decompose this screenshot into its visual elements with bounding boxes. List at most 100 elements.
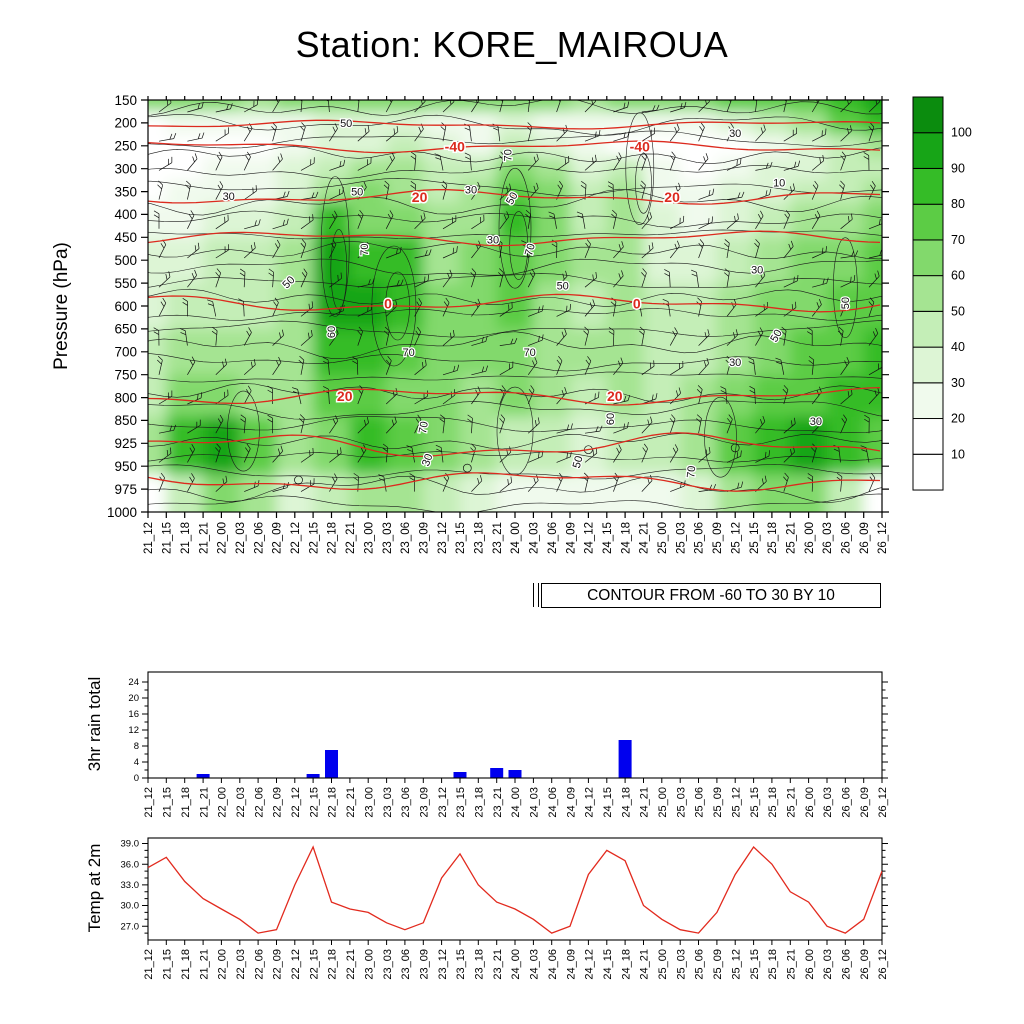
pressure-tick-label: 400 [114, 207, 137, 222]
black-contour-label: 30 [810, 416, 822, 428]
time-tick-label: 23_18 [474, 522, 486, 554]
wind-barb [868, 217, 882, 230]
wind-barb [755, 210, 764, 229]
pressure-tick-label: 650 [114, 322, 137, 337]
shade-cell [276, 283, 314, 330]
page-title: Station: KORE_MAIROUA [295, 24, 729, 65]
rain-bar [306, 774, 320, 778]
wind-barb [641, 127, 656, 142]
time-tick-label: 21_12 [143, 522, 155, 554]
contour-line [148, 130, 882, 149]
wind-barb [698, 446, 711, 463]
red-contour [148, 472, 881, 492]
shade-cell [533, 203, 571, 239]
black-contour-label: 50 [340, 118, 352, 130]
wind-barb [187, 242, 200, 259]
shade-cell [753, 100, 791, 113]
wind-barb [272, 356, 282, 375]
wind-barb [442, 364, 460, 376]
wind-barb [471, 214, 485, 230]
wind-barb [783, 127, 798, 142]
time-tick-label: 25_09 [712, 522, 724, 554]
wind-barb [385, 355, 392, 375]
rain-time-label: 25_03 [675, 787, 687, 818]
wind-barb [471, 181, 481, 200]
shade-cell [423, 416, 461, 475]
black-contour-label: 70 [524, 347, 536, 359]
rain-time-label: 26_03 [822, 787, 834, 818]
shade-cell [827, 134, 865, 158]
contour-line [148, 416, 882, 433]
wind-barb [291, 387, 302, 405]
note-left-tick-decoration [533, 583, 539, 607]
wind-barb [864, 414, 870, 434]
shade-cell [496, 283, 535, 330]
rain-time-label: 22_18 [327, 787, 339, 818]
wind-barb [868, 361, 882, 376]
wind-barb [812, 277, 829, 288]
rain-ytick-label: 12 [128, 725, 139, 736]
wind-barb [613, 357, 624, 376]
shade-cell [570, 134, 608, 158]
wind-barb [811, 210, 821, 229]
wind-barb [641, 360, 655, 376]
time-tick-label: 23_06 [400, 522, 412, 554]
wind-barb [868, 270, 880, 288]
shade-cell [827, 111, 865, 136]
wind-barb [243, 151, 251, 171]
red-contour-label: 0 [633, 295, 641, 311]
wind-barb [272, 153, 283, 171]
wind-barb [441, 180, 448, 200]
wind-barb [215, 127, 229, 142]
wind-barb [811, 299, 822, 317]
contour-loop [832, 237, 858, 339]
shade-cell [276, 157, 314, 181]
wind-barb [812, 128, 827, 142]
wind-barb [698, 216, 713, 230]
shade-cell [349, 111, 388, 136]
shade-cell [313, 180, 351, 204]
shade-cell [827, 416, 865, 475]
shade-cell [863, 374, 882, 418]
wind-barb [808, 356, 815, 375]
contour-line [148, 114, 882, 136]
shade-cell [680, 111, 718, 136]
wind-barb [153, 327, 160, 346]
wind-barb [583, 326, 589, 346]
shade-cell [148, 134, 168, 158]
humidity-shading [148, 100, 882, 512]
wind-barb [185, 180, 191, 200]
wind-barb [527, 385, 535, 405]
wind-barb [187, 102, 204, 113]
temp-time-label: 25_00 [657, 949, 669, 980]
time-tick-label: 23_00 [363, 522, 375, 554]
shade-cell [606, 203, 645, 239]
contour-line [148, 178, 882, 197]
rain-time-label: 23_03 [382, 787, 394, 818]
wind-barb [698, 329, 710, 346]
shade-cell [606, 111, 645, 136]
rain-time-label: 22_00 [217, 787, 229, 818]
shade-cell [496, 328, 535, 376]
time-tick-label: 22_00 [217, 522, 229, 554]
shade-cell [570, 203, 608, 239]
temp-time-label: 22_21 [345, 949, 357, 980]
wind-barb [382, 443, 389, 463]
shade-cell [533, 111, 571, 136]
wind-barb [352, 356, 359, 375]
shade-cell [386, 374, 424, 418]
pressure-tick-label: 700 [114, 345, 137, 360]
wind-barb [357, 278, 375, 288]
wind-barb [613, 241, 624, 259]
wind-barb [467, 414, 473, 434]
rain-time-label: 23_12 [437, 787, 449, 818]
wind-barb [641, 151, 648, 171]
wind-barb [868, 387, 880, 405]
wind-barb [207, 299, 217, 317]
wind-barb [211, 326, 218, 346]
black-contour-label: 50 [557, 280, 569, 292]
red-contour [148, 230, 881, 247]
shade-cell [643, 328, 681, 376]
contour-line [148, 353, 882, 372]
rain-time-label: 25_09 [712, 787, 724, 818]
